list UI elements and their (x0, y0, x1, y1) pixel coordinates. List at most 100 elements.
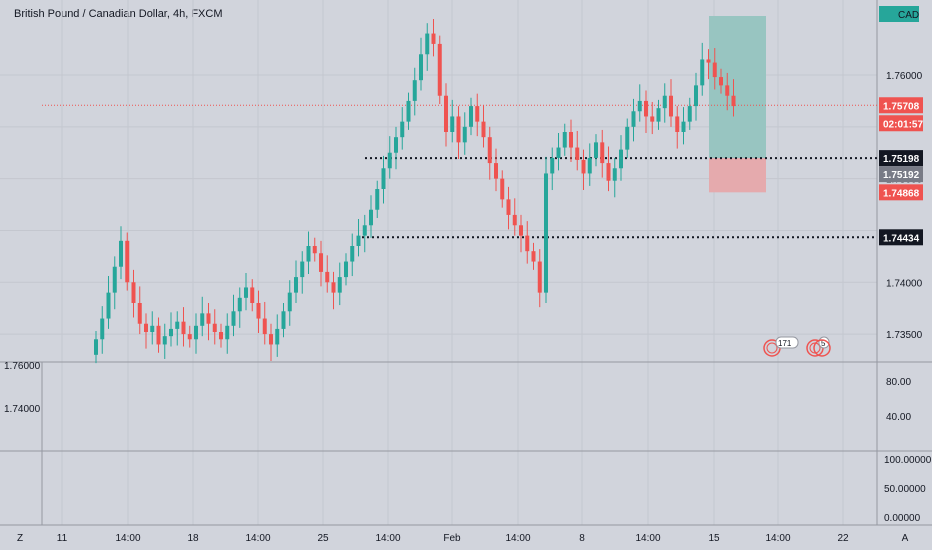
candle-up (162, 336, 167, 345)
candle-down (206, 313, 211, 324)
candle-up (287, 292, 292, 312)
candle-up (175, 321, 180, 329)
event-icon (813, 339, 831, 357)
candle-up (356, 235, 361, 246)
stop-price-label-box (879, 184, 923, 201)
entry-price-label: 1.75198 (883, 154, 920, 165)
candle-up (469, 106, 473, 127)
candle-up (344, 261, 348, 278)
candle-down (262, 318, 267, 335)
currency-label: CAD (898, 10, 919, 21)
candle-up (300, 261, 305, 278)
candle-down (125, 240, 130, 283)
x-tick-label: 25 (317, 533, 329, 544)
candle-down (325, 271, 330, 283)
candle-down (712, 62, 717, 78)
candle-up (550, 157, 555, 174)
candle-down (650, 116, 655, 122)
currency-box (879, 6, 919, 22)
x-tick-label: 22 (837, 533, 849, 544)
stop-price-label: 1.74868 (883, 188, 920, 199)
candle-up (169, 328, 173, 337)
candle-down (575, 147, 580, 160)
candle-down (725, 85, 730, 96)
candle-up (112, 266, 117, 293)
level-price-label: 1.74434 (883, 233, 920, 244)
candle-down (706, 59, 711, 63)
candle-up (294, 277, 298, 293)
candle-down (431, 33, 436, 44)
candle-up (594, 142, 598, 158)
candle-down (181, 321, 186, 335)
candle-down (187, 334, 192, 340)
candle-down (669, 95, 673, 117)
price-tick-label: 1.73500 (886, 330, 923, 341)
price-tick-label: 1.74000 (886, 278, 923, 289)
candle-up (400, 121, 405, 138)
candle-up (200, 313, 205, 326)
candle-up (700, 59, 705, 86)
lower-left-tick: 1.76000 (4, 361, 41, 372)
candle-up (387, 152, 392, 169)
candle-down (319, 253, 323, 272)
candle-down (531, 251, 536, 262)
candle-up (275, 328, 280, 345)
x-tick-label: 14:00 (505, 533, 530, 544)
candle-down (131, 282, 136, 303)
candle-down (600, 142, 605, 164)
candle-up (394, 137, 398, 153)
candle-up (194, 325, 198, 340)
candle-up (419, 54, 423, 81)
candle-up (562, 132, 567, 148)
candle-down (250, 287, 255, 303)
vol-tick-label: 0.00000 (884, 513, 921, 524)
candle-down (437, 43, 442, 96)
candle-up (631, 111, 636, 127)
candle-up (337, 277, 342, 293)
osc-tick-label: 80.00 (886, 377, 911, 388)
x-tick-label: 18 (187, 533, 199, 544)
candle-down (644, 100, 648, 117)
candle-down (156, 325, 161, 345)
candle-up (587, 157, 592, 174)
candle-down (506, 199, 511, 215)
price-tick-label: 1.76000 (886, 71, 923, 82)
candle-up (369, 209, 373, 226)
x-tick-label: 15 (708, 533, 720, 544)
candle-up (406, 100, 411, 122)
candle-down (137, 303, 142, 324)
x-tick-label: 14:00 (635, 533, 660, 544)
candle-down (569, 132, 573, 148)
candle-up (100, 318, 105, 340)
x-tick-label: 14:00 (115, 533, 140, 544)
entry-alt-label-box (879, 166, 923, 183)
candle-up (637, 100, 642, 112)
x-tick-label: 14:00 (375, 533, 400, 544)
event-badge-count: 5 (821, 339, 826, 348)
x-tick-label: 14:00 (245, 533, 270, 544)
candle-down (444, 95, 448, 132)
candle-down (525, 235, 530, 252)
candle-down (212, 323, 217, 333)
candle-down (519, 225, 523, 236)
x-tick-label: 8 (579, 533, 585, 544)
stop-zone (709, 158, 766, 193)
candle-up (662, 95, 667, 109)
candle-up (425, 33, 430, 55)
x-tick-label: Feb (443, 533, 461, 544)
candle-down (219, 332, 223, 340)
vol-tick-label: 100.00000 (884, 455, 932, 466)
candle-down (481, 121, 486, 138)
candle-down (731, 95, 736, 107)
chart-title: British Pound / Canadian Dollar, 4h, FXC… (14, 8, 223, 20)
candle-up (412, 80, 417, 101)
candle-down (537, 261, 542, 293)
candle-up (625, 126, 630, 150)
candle-up (694, 85, 698, 107)
vol-tick-label: 50.00000 (884, 484, 926, 495)
countdown-label-box (879, 115, 923, 132)
candle-up (244, 287, 248, 298)
x-tick-label: 14:00 (765, 533, 790, 544)
candle-up (687, 106, 692, 122)
